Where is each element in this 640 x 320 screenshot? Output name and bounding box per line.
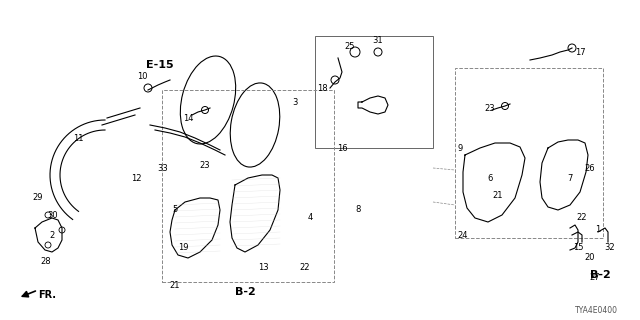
Text: 11: 11 [73, 133, 83, 142]
Text: 22: 22 [300, 263, 310, 273]
Text: B-2: B-2 [235, 287, 255, 297]
Text: 20: 20 [585, 253, 595, 262]
Text: 29: 29 [33, 194, 44, 203]
Text: 33: 33 [157, 164, 168, 172]
Text: 21: 21 [170, 281, 180, 290]
Text: 14: 14 [183, 114, 193, 123]
Bar [162, 90, 334, 282]
Text: 10: 10 [137, 71, 147, 81]
Text: 17: 17 [575, 47, 586, 57]
Text: 19: 19 [178, 244, 188, 252]
Text: 13: 13 [258, 263, 268, 273]
Text: E-15: E-15 [146, 60, 174, 70]
Text: 12: 12 [131, 173, 141, 182]
Text: 2: 2 [49, 230, 54, 239]
Text: 24: 24 [458, 230, 468, 239]
Text: 5: 5 [172, 205, 178, 214]
Text: 30: 30 [48, 211, 58, 220]
Text: FR.: FR. [38, 290, 56, 300]
Text: 7: 7 [567, 173, 573, 182]
Bar [455, 68, 603, 238]
Text: 26: 26 [585, 164, 595, 172]
Text: 15: 15 [573, 244, 583, 252]
Text: 25: 25 [345, 42, 355, 51]
Text: 31: 31 [372, 36, 383, 44]
Text: 23: 23 [200, 161, 211, 170]
Text: 28: 28 [41, 258, 51, 267]
Text: 9: 9 [458, 143, 463, 153]
Text: 21: 21 [493, 190, 503, 199]
Text: 32: 32 [605, 244, 615, 252]
Text: 1: 1 [595, 226, 600, 235]
Text: TYA4E0400: TYA4E0400 [575, 306, 618, 315]
Text: 18: 18 [317, 84, 327, 92]
Bar [315, 36, 433, 148]
Text: 4: 4 [307, 213, 312, 222]
Text: 23: 23 [484, 103, 495, 113]
Text: 27: 27 [589, 274, 600, 283]
Text: 8: 8 [355, 205, 361, 214]
Text: 22: 22 [577, 213, 588, 222]
Text: 16: 16 [337, 143, 348, 153]
Text: 6: 6 [487, 173, 493, 182]
Text: B-2: B-2 [589, 270, 611, 280]
Text: 3: 3 [292, 98, 298, 107]
